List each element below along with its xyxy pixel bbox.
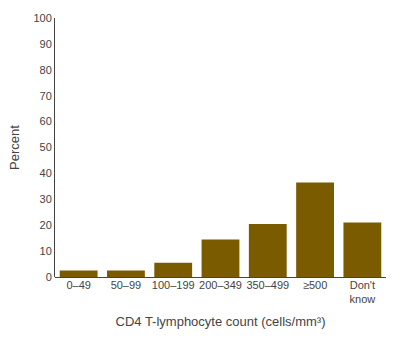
svg-text:0: 0 [46, 271, 52, 283]
svg-text:≥500: ≥500 [303, 279, 327, 291]
svg-text:50: 50 [40, 141, 52, 153]
svg-text:30: 30 [40, 193, 52, 205]
svg-text:90: 90 [40, 38, 52, 50]
svg-text:Percent: Percent [7, 125, 22, 170]
svg-text:100: 100 [33, 12, 51, 24]
svg-text:20: 20 [40, 219, 52, 231]
svg-text:70: 70 [40, 90, 52, 102]
svg-text:80: 80 [40, 64, 52, 76]
svg-text:50–99: 50–99 [111, 279, 142, 291]
svg-text:100–199: 100–199 [152, 279, 195, 291]
svg-text:60: 60 [40, 115, 52, 127]
svg-text:0–49: 0–49 [66, 279, 90, 291]
svg-text:CD4 T-lymphocyte count (cells/: CD4 T-lymphocyte count (cells/mm³) [116, 314, 326, 329]
svg-text:Don'tknow: Don'tknow [350, 279, 376, 305]
svg-text:40: 40 [40, 167, 52, 179]
svg-text:200–349: 200–349 [199, 279, 242, 291]
svg-text:10: 10 [40, 245, 52, 257]
svg-text:350–499: 350–499 [246, 279, 289, 291]
